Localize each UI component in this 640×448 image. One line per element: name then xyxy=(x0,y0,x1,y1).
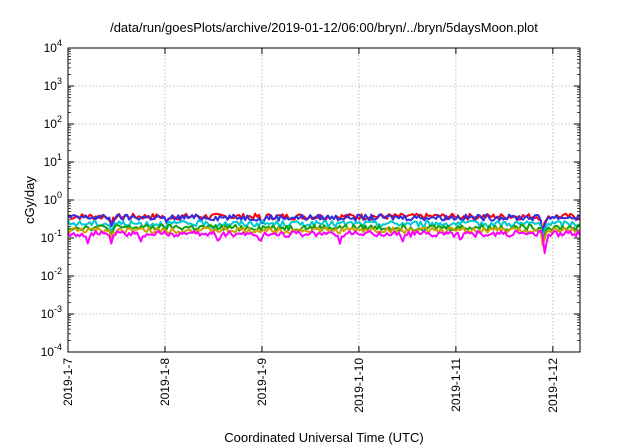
series-line xyxy=(67,226,581,247)
y-tick-label: 10-2 xyxy=(41,266,62,283)
grid xyxy=(68,48,580,352)
x-tick-label: 2019-1-8 xyxy=(158,358,172,406)
x-axis-ticks: 2019-1-7 2019-1-8 2019-1-9 2019-1-10 2019-1-… xyxy=(61,48,560,413)
x-tick-label: 2019-1-7 xyxy=(61,358,75,406)
x-tick-label: 2019-1-11 xyxy=(449,358,463,412)
y-axis-label: cGy/day xyxy=(22,176,37,224)
y-tick-label: 100 xyxy=(44,190,62,207)
y-tick-label: 101 xyxy=(44,152,62,169)
y-tick-label: 104 xyxy=(44,38,62,55)
chart-title: /data/run/goesPlots/archive/2019-01-12/0… xyxy=(110,20,538,35)
series-line xyxy=(67,219,581,242)
y-tick-label: 102 xyxy=(44,114,62,131)
y-tick-label: 103 xyxy=(44,76,62,93)
x-axis-label: Coordinated Universal Time (UTC) xyxy=(224,430,423,445)
series-line xyxy=(67,230,581,255)
y-tick-label: 10-3 xyxy=(41,304,62,321)
x-tick-label: 2019-1-12 xyxy=(546,358,560,413)
x-tick-label: 2019-1-9 xyxy=(255,358,269,406)
series-line xyxy=(67,223,581,245)
x-tick-label: 2019-1-10 xyxy=(352,358,366,413)
series-group xyxy=(67,212,581,255)
y-tick-label: 10-4 xyxy=(41,342,62,359)
y-tick-label: 10-1 xyxy=(41,228,62,245)
